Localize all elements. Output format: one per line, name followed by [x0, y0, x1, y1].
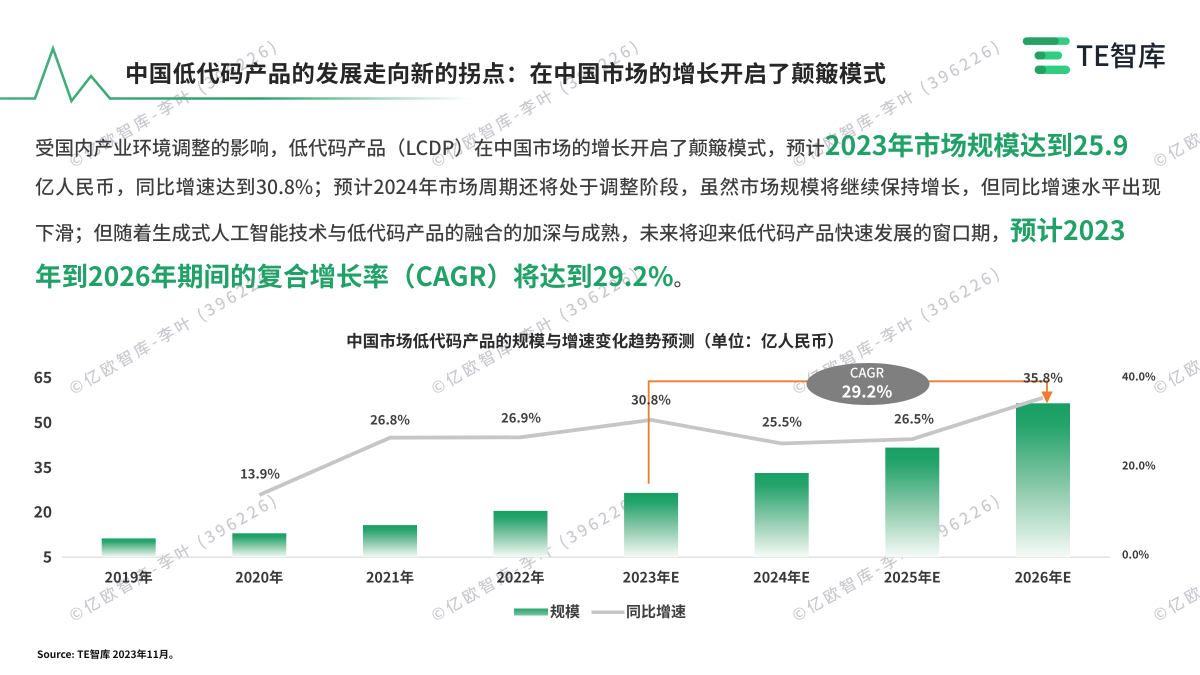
svg-text:40.0%: 40.0%	[1122, 369, 1156, 385]
svg-text:30.8%: 30.8%	[631, 390, 671, 409]
svg-text:2026年E: 2026年E	[1015, 567, 1072, 588]
svg-text:CAGR: CAGR	[850, 363, 885, 382]
svg-text:中国市场低代码产品的规模与增速变化趋势预测（单位：亿人民币）: 中国市场低代码产品的规模与增速变化趋势预测（单位：亿人民币）	[346, 328, 844, 352]
svg-text:20.0%: 20.0%	[1122, 458, 1156, 474]
svg-text:2022年: 2022年	[496, 567, 544, 588]
svg-text:13.9%: 13.9%	[240, 464, 280, 483]
svg-text:规模: 规模	[550, 601, 580, 622]
svg-text:26.9%: 26.9%	[501, 408, 541, 427]
svg-text:35.8%: 35.8%	[1023, 368, 1063, 387]
svg-text:2021年: 2021年	[366, 567, 414, 588]
svg-text:26.8%: 26.8%	[370, 410, 410, 429]
svg-text:25.5%: 25.5%	[762, 412, 802, 431]
svg-text:2019年: 2019年	[105, 567, 153, 588]
svg-text:50: 50	[34, 411, 52, 433]
svg-text:2023年E: 2023年E	[623, 567, 680, 588]
svg-text:65: 65	[34, 366, 52, 388]
svg-text:29.2%: 29.2%	[842, 378, 893, 402]
svg-text:35: 35	[34, 456, 52, 478]
svg-text:2024年E: 2024年E	[753, 567, 810, 588]
svg-text:Source: TE智库 2023年11月。: Source: TE智库 2023年11月。	[37, 646, 179, 661]
svg-text:26.5%: 26.5%	[894, 409, 934, 428]
svg-text:2025年E: 2025年E	[884, 567, 941, 588]
svg-text:2020年: 2020年	[235, 567, 283, 588]
svg-text:20: 20	[34, 501, 52, 523]
svg-text:同比增速: 同比增速	[626, 601, 686, 622]
svg-text:0.0%: 0.0%	[1122, 547, 1150, 563]
svg-text:5: 5	[43, 546, 52, 568]
